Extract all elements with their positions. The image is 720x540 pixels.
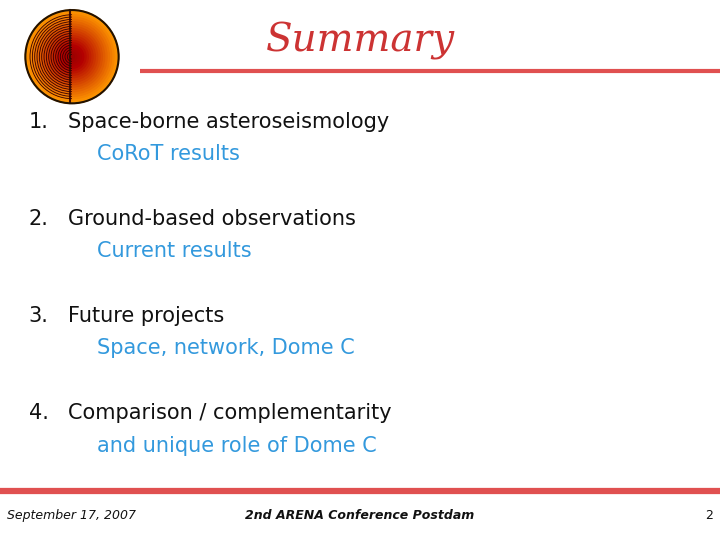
Text: Future projects: Future projects (68, 306, 225, 326)
Text: 4.: 4. (29, 403, 49, 423)
Circle shape (65, 50, 79, 64)
Text: Current results: Current results (97, 241, 252, 261)
Circle shape (40, 24, 104, 89)
Circle shape (49, 33, 95, 80)
Circle shape (46, 31, 98, 82)
Circle shape (30, 15, 114, 99)
Text: CoRoT results: CoRoT results (97, 144, 240, 164)
Circle shape (42, 26, 102, 87)
Text: and unique role of Dome C: and unique role of Dome C (97, 435, 377, 456)
Circle shape (44, 29, 100, 85)
Circle shape (32, 17, 112, 96)
Circle shape (35, 19, 109, 94)
Text: Summary: Summary (266, 22, 454, 59)
Text: Space-borne asteroseismology: Space-borne asteroseismology (68, 111, 390, 132)
Circle shape (58, 43, 86, 71)
Text: 2.: 2. (29, 208, 49, 229)
Circle shape (37, 22, 107, 92)
Circle shape (63, 48, 81, 66)
Text: Comparison / complementarity: Comparison / complementarity (68, 403, 392, 423)
Circle shape (60, 45, 84, 69)
Circle shape (70, 55, 74, 59)
Circle shape (27, 12, 117, 101)
Circle shape (53, 38, 91, 76)
Text: Space, network, Dome C: Space, network, Dome C (97, 338, 355, 359)
Circle shape (25, 10, 119, 103)
Text: 3.: 3. (29, 306, 49, 326)
Text: 2nd ARENA Conference Postdam: 2nd ARENA Conference Postdam (246, 509, 474, 522)
Text: 2: 2 (705, 509, 713, 522)
Circle shape (55, 40, 89, 73)
Circle shape (68, 52, 76, 62)
Text: 1.: 1. (29, 111, 49, 132)
Text: Ground-based observations: Ground-based observations (68, 208, 356, 229)
Circle shape (51, 36, 93, 78)
Text: September 17, 2007: September 17, 2007 (7, 509, 136, 522)
